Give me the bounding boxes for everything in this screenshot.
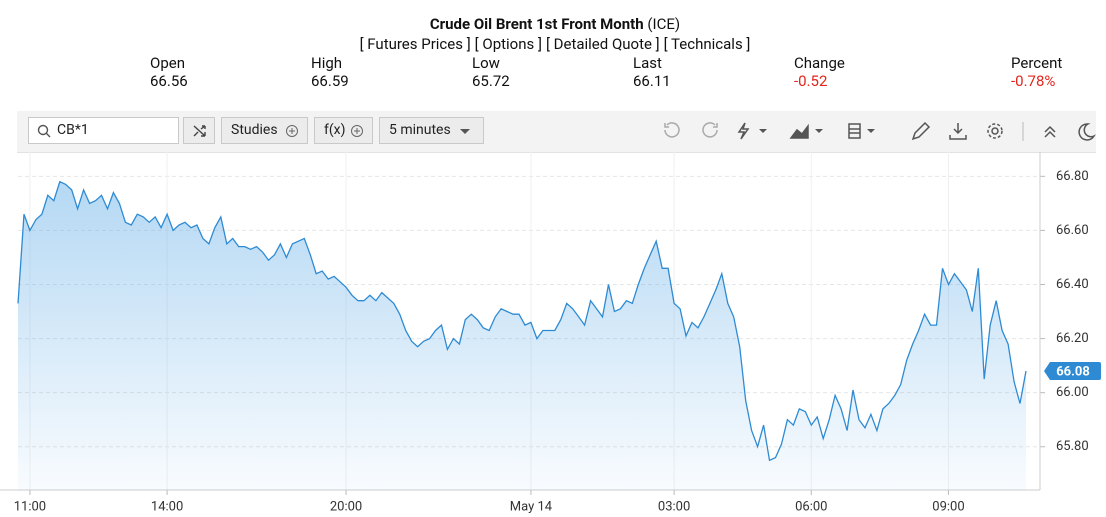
area [18, 181, 1026, 490]
stat-value: 65.72 [472, 72, 510, 90]
x-tick-label: 11:00 [14, 499, 46, 514]
header-link[interactable]: [ Technicals ] [663, 35, 751, 53]
symbol-text: CB*1 [57, 122, 89, 138]
stat-label: Last [633, 54, 662, 72]
x-tick-label: 20:00 [330, 499, 362, 514]
price-badge-label: 66.08 [1056, 364, 1090, 379]
flash-icon[interactable] [737, 122, 750, 140]
shuffle-icon [193, 125, 206, 137]
y-tick-label: 66.80 [1056, 169, 1089, 184]
exchange: (ICE) [647, 15, 681, 33]
stat: High 66.59 [311, 54, 349, 90]
undo-icon[interactable] [664, 122, 680, 138]
x-tick-label: 03:00 [658, 499, 690, 514]
y-tick-label: 66.60 [1056, 223, 1089, 238]
download-icon[interactable] [949, 123, 967, 140]
studies-label: Studies [231, 122, 278, 138]
y-tick-label: 66.20 [1056, 331, 1089, 346]
plus-icon [286, 125, 298, 137]
stat: Percent -0.78% [1011, 54, 1062, 90]
interval-label: 5 minutes [389, 122, 451, 138]
symbol-search[interactable]: CB*1 [28, 117, 179, 144]
price-badge [1044, 362, 1101, 381]
stat: Change -0.52 [794, 54, 845, 90]
x-tick-label: 14:00 [151, 499, 183, 514]
stat-label: Open [150, 54, 185, 72]
toolbar: CB*1 Studies f(x) 5 minutes [17, 111, 1096, 153]
header-link[interactable]: [ Options ] [474, 35, 542, 53]
x-tick-label: 09:00 [932, 499, 964, 514]
instrument-title: Crude Oil Brent 1st Front Month [429, 15, 644, 33]
studies-button[interactable]: Studies [221, 117, 308, 144]
stat: Open 66.56 [150, 54, 188, 90]
stat-value: -0.52 [794, 72, 828, 90]
chart-type-icon[interactable] [789, 123, 809, 139]
x-tick-label: May 14 [510, 499, 553, 514]
theme-icon[interactable] [1078, 123, 1096, 141]
layout-icon[interactable] [848, 123, 861, 139]
stat-value: -0.78% [1011, 72, 1056, 90]
chart: 65.80 66.00 66.20 66.40 66.60 66.80 11:00 14:00… [0, 152, 1101, 514]
settings-icon[interactable] [991, 127, 999, 135]
draw-icon[interactable] [911, 121, 931, 141]
header-link[interactable]: [ Futures Prices ] [359, 35, 471, 53]
functions-label: f(x) [324, 122, 346, 138]
stat-value: 66.59 [311, 72, 349, 90]
stat-label: Change [794, 54, 845, 72]
y-tick-label: 66.40 [1056, 277, 1089, 292]
compare-button[interactable] [183, 117, 215, 144]
stat: Low 65.72 [472, 54, 510, 90]
functions-button[interactable]: f(x) [314, 117, 373, 144]
stat: Last 66.11 [633, 54, 671, 90]
stat-value: 66.56 [150, 72, 188, 90]
interval-select[interactable]: 5 minutes [379, 117, 484, 144]
y-tick-label: 66.00 [1056, 385, 1089, 400]
search-icon [37, 124, 51, 138]
price-line [17, 180, 1027, 462]
x-tick-label: 06:00 [795, 499, 827, 514]
plus-icon [351, 125, 363, 137]
stat-label: Low [472, 54, 500, 72]
link-row: [ Futures Prices ][ Options ][ Detailed … [0, 35, 1106, 53]
redo-icon[interactable] [702, 122, 718, 138]
header-link[interactable]: [ Detailed Quote ] [545, 35, 660, 53]
dropdown-icon [460, 129, 470, 134]
stat-label: Percent [1011, 54, 1063, 72]
stat-label: High [311, 54, 343, 72]
stat-value: 66.11 [633, 72, 671, 90]
collapse-icon[interactable] [1044, 125, 1056, 138]
toolbar-icons [664, 121, 1096, 141]
title-row: Crude Oil Brent 1st Front Month (ICE) [0, 15, 1106, 33]
y-tick-label: 65.80 [1056, 439, 1089, 454]
